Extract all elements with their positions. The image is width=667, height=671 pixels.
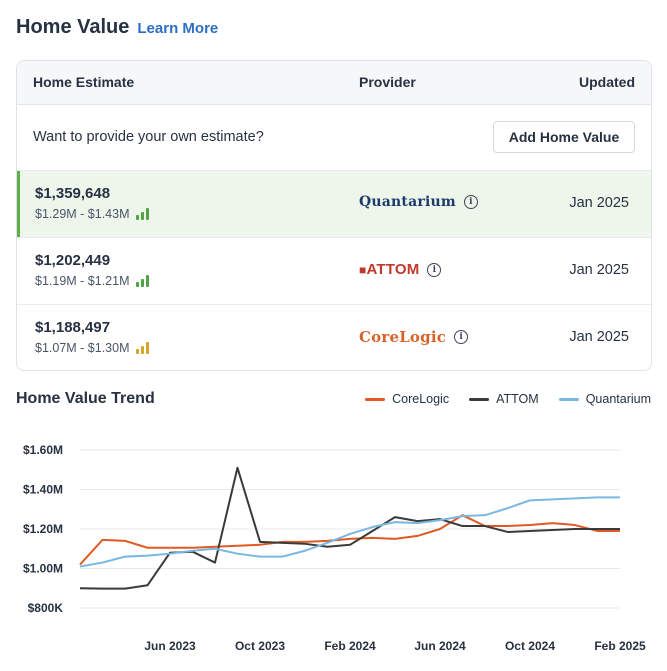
provider-cell: CoreLogic i: [359, 328, 469, 346]
x-tick-label: Jun 2024: [414, 639, 466, 653]
legend-swatch: [469, 397, 490, 401]
y-tick-label: $1.40M: [23, 483, 63, 497]
home-value-trend-chart: $1.60M $1.40M $1.20M $1.00M $800K Jun 2023 Oc…: [23, 443, 646, 653]
chart-lines: [79, 466, 620, 590]
legend-swatch: [365, 397, 386, 401]
add-home-value-button[interactable]: Add Home Value: [493, 121, 635, 153]
column-header-provider: Provider: [359, 74, 416, 90]
updated-date: Jan 2025: [569, 262, 629, 278]
x-tick-label: Jun 2023: [144, 639, 196, 653]
legend-label: CoreLogic: [392, 392, 450, 406]
page-title: Home Value: [16, 16, 130, 38]
confidence-bars-icon: [135, 342, 149, 354]
info-icon[interactable]: i: [463, 195, 478, 209]
x-tick-label: Oct 2023: [235, 639, 285, 653]
y-tick-label: $1.00M: [23, 562, 63, 576]
series-line-quantarium: [79, 496, 620, 568]
estimate-value: $1,202,449: [35, 252, 111, 269]
updated-date: Jan 2025: [569, 329, 629, 345]
x-tick-label: Oct 2024: [505, 639, 555, 653]
estimates-table: Home Estimate Provider Updated Want to p…: [16, 60, 652, 371]
confidence-bars-icon: [135, 208, 149, 220]
confidence-bars-icon: [135, 275, 149, 287]
corelogic-logo: CoreLogic: [359, 328, 447, 346]
attom-logo: ■ATTOM: [359, 261, 420, 278]
series-line-attom: [79, 466, 620, 590]
chart-gridlines: [80, 449, 620, 609]
provider-cell: Quantarium i: [359, 194, 478, 210]
estimate-row-corelogic[interactable]: $1,188,497 $1.07M - $1.30M CoreLogic i J…: [17, 305, 651, 370]
own-estimate-row: Want to provide your own estimate? Add H…: [17, 105, 651, 171]
quantarium-logo: Quantarium: [359, 194, 456, 210]
legend-item-quantarium[interactable]: Quantarium: [558, 392, 651, 406]
learn-more-link[interactable]: Learn More: [137, 20, 219, 37]
estimate-range-text: $1.07M - $1.30M: [35, 341, 130, 355]
estimate-range-text: $1.19M - $1.21M: [35, 274, 130, 288]
info-icon[interactable]: i: [427, 262, 442, 277]
series-line-corelogic: [79, 514, 620, 566]
attom-mark-icon: ■: [359, 263, 367, 277]
x-tick-label: Feb 2025: [594, 639, 646, 653]
table-header: Home Estimate Provider Updated: [17, 61, 651, 105]
provider-cell: ■ATTOM i: [359, 261, 442, 278]
y-tick-label: $1.20M: [23, 522, 63, 536]
legend-label: ATTOM: [496, 392, 539, 406]
legend-swatch: [558, 397, 579, 401]
estimate-range: $1.29M - $1.43M: [35, 207, 149, 221]
estimate-row-quantarium[interactable]: $1,359,648 $1.29M - $1.43M Quantarium i …: [17, 171, 651, 238]
estimate-range-text: $1.29M - $1.43M: [35, 207, 130, 221]
estimate-range: $1.19M - $1.21M: [35, 274, 149, 288]
own-estimate-prompt: Want to provide your own estimate?: [33, 129, 264, 145]
y-axis-ticks: $1.60M $1.40M $1.20M $1.00M $800K: [23, 443, 63, 615]
y-tick-label: $1.60M: [23, 443, 63, 457]
legend-item-corelogic[interactable]: CoreLogic: [365, 392, 449, 406]
chart-legend: CoreLogic ATTOM Quantarium: [365, 392, 651, 406]
estimate-row-attom[interactable]: $1,202,449 $1.19M - $1.21M ■ATTOM i Jan …: [17, 238, 651, 305]
legend-label: Quantarium: [585, 392, 651, 406]
info-icon[interactable]: i: [454, 330, 469, 344]
legend-item-attom[interactable]: ATTOM: [469, 392, 539, 406]
x-tick-label: Feb 2024: [324, 639, 376, 653]
estimate-value: $1,188,497: [35, 319, 111, 336]
trend-title: Home Value Trend: [16, 390, 155, 407]
estimate-range: $1.07M - $1.30M: [35, 341, 149, 355]
y-tick-label: $800K: [28, 601, 64, 615]
column-header-updated: Updated: [579, 74, 635, 90]
column-header-estimate: Home Estimate: [33, 74, 135, 90]
x-axis-ticks: Jun 2023 Oct 2023 Feb 2024 Jun 2024 Oct 2024…: [144, 639, 646, 653]
home-value-header: Home Value Learn More: [16, 16, 218, 39]
updated-date: Jan 2025: [569, 195, 629, 211]
estimate-value: $1,359,648: [35, 185, 111, 202]
